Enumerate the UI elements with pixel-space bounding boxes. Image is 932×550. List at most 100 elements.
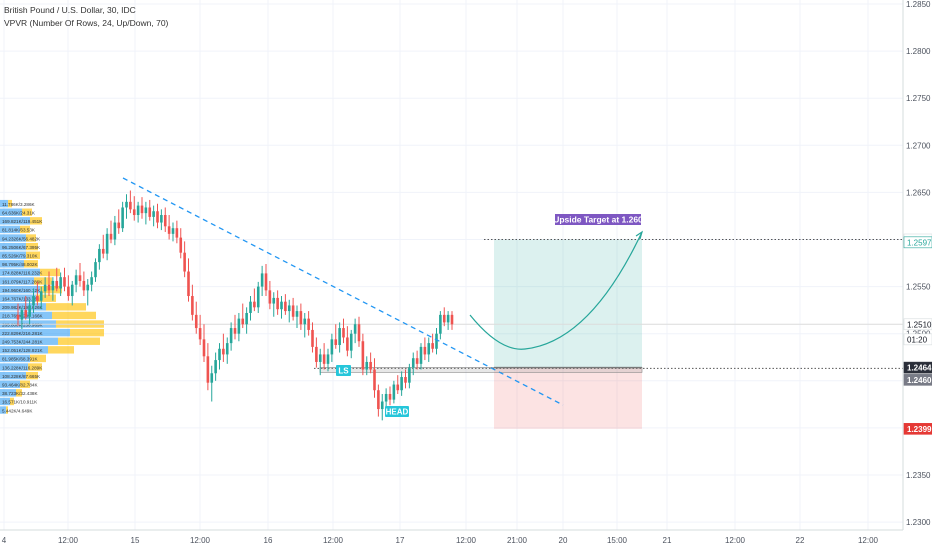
price-tag[interactable]: 01:20 bbox=[903, 333, 932, 346]
candle[interactable] bbox=[353, 318, 357, 344]
candle[interactable] bbox=[380, 393, 384, 421]
candle[interactable] bbox=[191, 284, 194, 321]
candle[interactable] bbox=[260, 265, 264, 297]
candle[interactable] bbox=[16, 303, 20, 327]
candle[interactable] bbox=[105, 228, 109, 261]
candle[interactable] bbox=[284, 294, 287, 315]
candle[interactable] bbox=[183, 241, 186, 278]
candle[interactable] bbox=[90, 271, 93, 292]
candle[interactable] bbox=[132, 196, 136, 221]
candle[interactable] bbox=[253, 288, 256, 312]
candle[interactable] bbox=[435, 328, 438, 355]
candle[interactable] bbox=[241, 303, 245, 329]
candle[interactable] bbox=[377, 384, 380, 417]
candle[interactable] bbox=[287, 299, 291, 323]
candle[interactable] bbox=[330, 333, 334, 362]
candle[interactable] bbox=[222, 333, 225, 362]
candle[interactable] bbox=[121, 201, 124, 232]
candle[interactable] bbox=[373, 358, 376, 398]
candle[interactable] bbox=[70, 280, 74, 306]
candle[interactable] bbox=[175, 220, 179, 244]
projection-curve[interactable] bbox=[469, 231, 643, 350]
candle[interactable] bbox=[167, 215, 171, 240]
candle[interactable] bbox=[404, 369, 407, 389]
candle[interactable] bbox=[24, 296, 28, 320]
candle[interactable] bbox=[322, 343, 326, 370]
candle[interactable] bbox=[291, 297, 295, 321]
candle[interactable] bbox=[94, 258, 97, 282]
candle[interactable] bbox=[140, 197, 144, 219]
candle[interactable] bbox=[272, 292, 276, 317]
candle[interactable] bbox=[392, 380, 396, 404]
candle[interactable] bbox=[148, 199, 152, 221]
candle[interactable] bbox=[408, 363, 411, 389]
candle[interactable] bbox=[388, 386, 392, 406]
candle[interactable] bbox=[117, 209, 121, 234]
candle[interactable] bbox=[400, 371, 403, 396]
candle[interactable] bbox=[171, 222, 175, 242]
candle[interactable] bbox=[86, 279, 90, 306]
candle[interactable] bbox=[202, 324, 206, 362]
candle[interactable] bbox=[349, 329, 353, 359]
candle[interactable] bbox=[233, 314, 237, 340]
candle[interactable] bbox=[249, 296, 252, 321]
candle[interactable] bbox=[357, 316, 361, 347]
candle[interactable] bbox=[415, 350, 419, 370]
candle[interactable] bbox=[55, 267, 59, 292]
candle[interactable] bbox=[245, 307, 248, 334]
candle[interactable] bbox=[365, 356, 369, 376]
candle[interactable] bbox=[361, 333, 365, 376]
candle[interactable] bbox=[276, 290, 279, 315]
candle[interactable] bbox=[39, 286, 43, 310]
candle[interactable] bbox=[439, 311, 442, 340]
candle[interactable] bbox=[214, 352, 217, 381]
candle[interactable] bbox=[256, 281, 260, 313]
candle[interactable] bbox=[78, 263, 82, 287]
head-label[interactable]: HEAD bbox=[385, 406, 409, 417]
candle[interactable] bbox=[163, 207, 167, 232]
candle[interactable] bbox=[67, 275, 70, 301]
candle[interactable] bbox=[396, 375, 400, 394]
price-tag[interactable]: 1.2510 bbox=[903, 318, 932, 331]
candle[interactable] bbox=[237, 312, 241, 342]
candle[interactable] bbox=[318, 348, 322, 376]
candle[interactable] bbox=[32, 288, 35, 313]
candle[interactable] bbox=[442, 307, 446, 327]
candle[interactable] bbox=[51, 277, 55, 301]
price-tag[interactable]: 1.2464 bbox=[903, 361, 932, 374]
candle[interactable] bbox=[342, 318, 345, 344]
candle[interactable] bbox=[47, 271, 51, 297]
candle[interactable] bbox=[198, 314, 202, 346]
candle[interactable] bbox=[369, 352, 372, 374]
price-tag[interactable]: 1.2399 bbox=[903, 423, 932, 435]
price-tag[interactable]: 1.2597 bbox=[903, 236, 932, 249]
candle[interactable] bbox=[229, 322, 233, 351]
candle[interactable] bbox=[427, 337, 431, 362]
target-zone[interactable] bbox=[494, 239, 642, 368]
candle[interactable] bbox=[346, 326, 349, 357]
candle[interactable] bbox=[160, 209, 163, 231]
candle[interactable] bbox=[82, 271, 86, 297]
candle[interactable] bbox=[59, 272, 62, 297]
candle[interactable] bbox=[179, 228, 183, 259]
target-label[interactable]: Upside Target at 1.260 bbox=[553, 214, 643, 225]
candle[interactable] bbox=[206, 343, 210, 391]
candlestick-series[interactable] bbox=[16, 190, 454, 421]
candle[interactable] bbox=[152, 205, 155, 227]
candle[interactable] bbox=[144, 201, 148, 225]
candle[interactable] bbox=[156, 203, 159, 229]
candle[interactable] bbox=[338, 322, 341, 353]
candle[interactable] bbox=[43, 277, 47, 298]
candle[interactable] bbox=[299, 303, 303, 330]
candle[interactable] bbox=[101, 234, 105, 259]
candle[interactable] bbox=[109, 220, 113, 244]
candle[interactable] bbox=[36, 281, 39, 306]
stop-zone[interactable] bbox=[494, 367, 642, 429]
candle[interactable] bbox=[450, 311, 454, 330]
candle[interactable] bbox=[264, 263, 268, 297]
candle[interactable] bbox=[411, 352, 415, 376]
candle[interactable] bbox=[431, 333, 434, 353]
candle[interactable] bbox=[295, 305, 299, 329]
candle[interactable] bbox=[384, 388, 388, 410]
